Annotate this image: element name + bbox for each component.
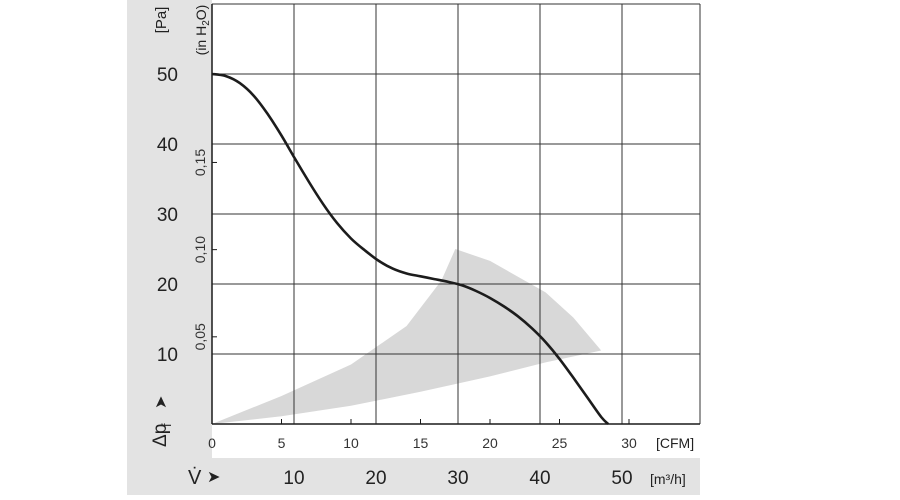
pa-unit-label: [Pa] <box>153 7 170 34</box>
svg-text:➤: ➤ <box>153 396 170 409</box>
svg-text:V̇: V̇ <box>188 467 202 489</box>
curve-layer <box>211 72 610 425</box>
pa-tick-label: 20 <box>157 275 178 296</box>
m3h-unit-label: [m³/h] <box>650 471 686 487</box>
fan-curve-line <box>211 72 610 425</box>
cfm-tick-label: 10 <box>343 435 359 451</box>
tick-label-layer: 10 20 30 40 50 0,05 0,10 0,15 0 5 10 15 20 25 30 10 20 30… <box>157 65 637 489</box>
m3h-tick-label: 50 <box>611 468 632 489</box>
operating-range-layer <box>212 249 602 424</box>
cfm-tick-label: 30 <box>621 435 637 451</box>
cfm-tick-label: 25 <box>552 435 568 451</box>
m3h-tick-label: 10 <box>283 468 304 489</box>
cfm-tick-label: 5 <box>278 435 286 451</box>
x-axis-symbol: V̇ ➤ <box>188 467 220 489</box>
inh2o-tick-label: 0,10 <box>192 236 208 263</box>
svg-text:Δp: Δp <box>150 424 171 447</box>
operating-range-area <box>212 249 602 424</box>
pa-tick-label: 40 <box>157 135 178 156</box>
y-axis-symbol: Δp f ➤ <box>150 396 174 447</box>
m3h-tick-label: 20 <box>365 468 386 489</box>
inh2o-tick-label: 0,15 <box>192 149 208 176</box>
inh2o-unit-label: (in H2O) <box>193 5 212 56</box>
m3h-tick-label: 40 <box>529 468 550 489</box>
bottom-axis-band <box>212 458 700 495</box>
cfm-tick-label: 20 <box>482 435 498 451</box>
cfm-unit-label: [CFM] <box>656 435 694 451</box>
svg-text:f: f <box>159 423 174 427</box>
inh2o-tick-label: 0,05 <box>192 323 208 350</box>
cfm-tick-label: 0 <box>208 435 216 451</box>
pa-tick-label: 50 <box>157 65 178 86</box>
pa-tick-label: 10 <box>157 345 178 366</box>
cfm-tick-label: 15 <box>413 435 429 451</box>
left-axis-band <box>127 0 212 495</box>
svg-text:➤: ➤ <box>207 469 220 486</box>
m3h-tick-label: 30 <box>447 468 468 489</box>
pa-tick-label: 30 <box>157 205 178 226</box>
